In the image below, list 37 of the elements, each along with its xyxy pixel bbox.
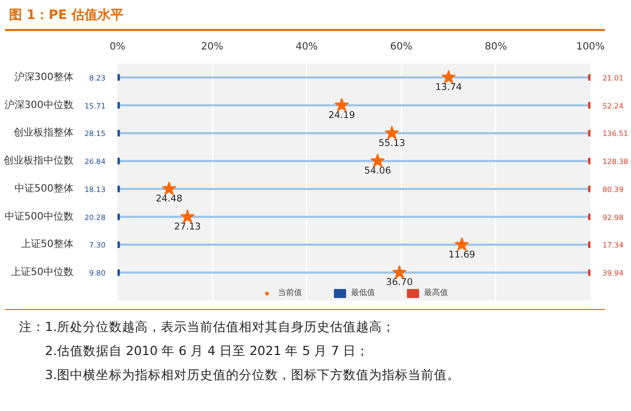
annotation: 11.69 <box>448 249 476 260</box>
point <box>180 209 195 224</box>
y-tick-label: 中证500整体 <box>14 182 74 194</box>
x-tick-label: 0% <box>110 42 126 52</box>
legend-label: 最高值 <box>424 287 448 298</box>
point <box>441 70 456 84</box>
y-tick-label: 上证50整体 <box>20 238 74 250</box>
annotation: 27.13 <box>174 221 201 232</box>
x-tick-label: 20% <box>200 42 224 52</box>
point <box>454 237 469 251</box>
legend-label: 当前值 <box>278 287 302 298</box>
y-tick-label: 上证50中位数 <box>10 266 74 278</box>
y-tick-label: 创业板指整体 <box>14 126 74 139</box>
legend-label: 最低值 <box>351 287 375 298</box>
annotation: 13.74 <box>435 82 462 94</box>
annotation: 55.13 <box>378 138 406 149</box>
y-tick-label: 沪深300中位数 <box>4 98 74 111</box>
annotation: 54.06 <box>364 166 392 177</box>
annotation: 24.19 <box>328 110 356 121</box>
point <box>334 98 349 112</box>
point <box>162 181 176 196</box>
x-tick-label: 80% <box>484 42 508 52</box>
point <box>392 265 407 279</box>
y-tick-label: 中证500中位数 <box>4 210 74 222</box>
text: 3.图中横坐标为指标相对历史值的分位数，图标下方数值为指标当前值。 <box>45 366 461 384</box>
annotation: 24.48 <box>156 194 182 205</box>
y-tick-label: 沪深300整体 <box>14 70 74 83</box>
y-tick-label: 创业板指中位数 <box>4 154 74 167</box>
point <box>384 126 399 140</box>
text: 2.估值数据自 2010 年 6 月 4 日至 2021 年 5 月 7 日； <box>45 342 370 360</box>
x-tick-label: 100% <box>576 42 605 52</box>
text: 注：1.所处分位数越高，表示当前估值相对其自身历史估值越高； <box>19 318 396 336</box>
x-tick-label: 60% <box>390 42 412 52</box>
point <box>370 154 385 168</box>
annotation: 36.70 <box>386 277 413 288</box>
chart-title: 图 1：PE 估值水平 <box>5 5 605 31</box>
x-tick-label: 40% <box>296 42 318 52</box>
